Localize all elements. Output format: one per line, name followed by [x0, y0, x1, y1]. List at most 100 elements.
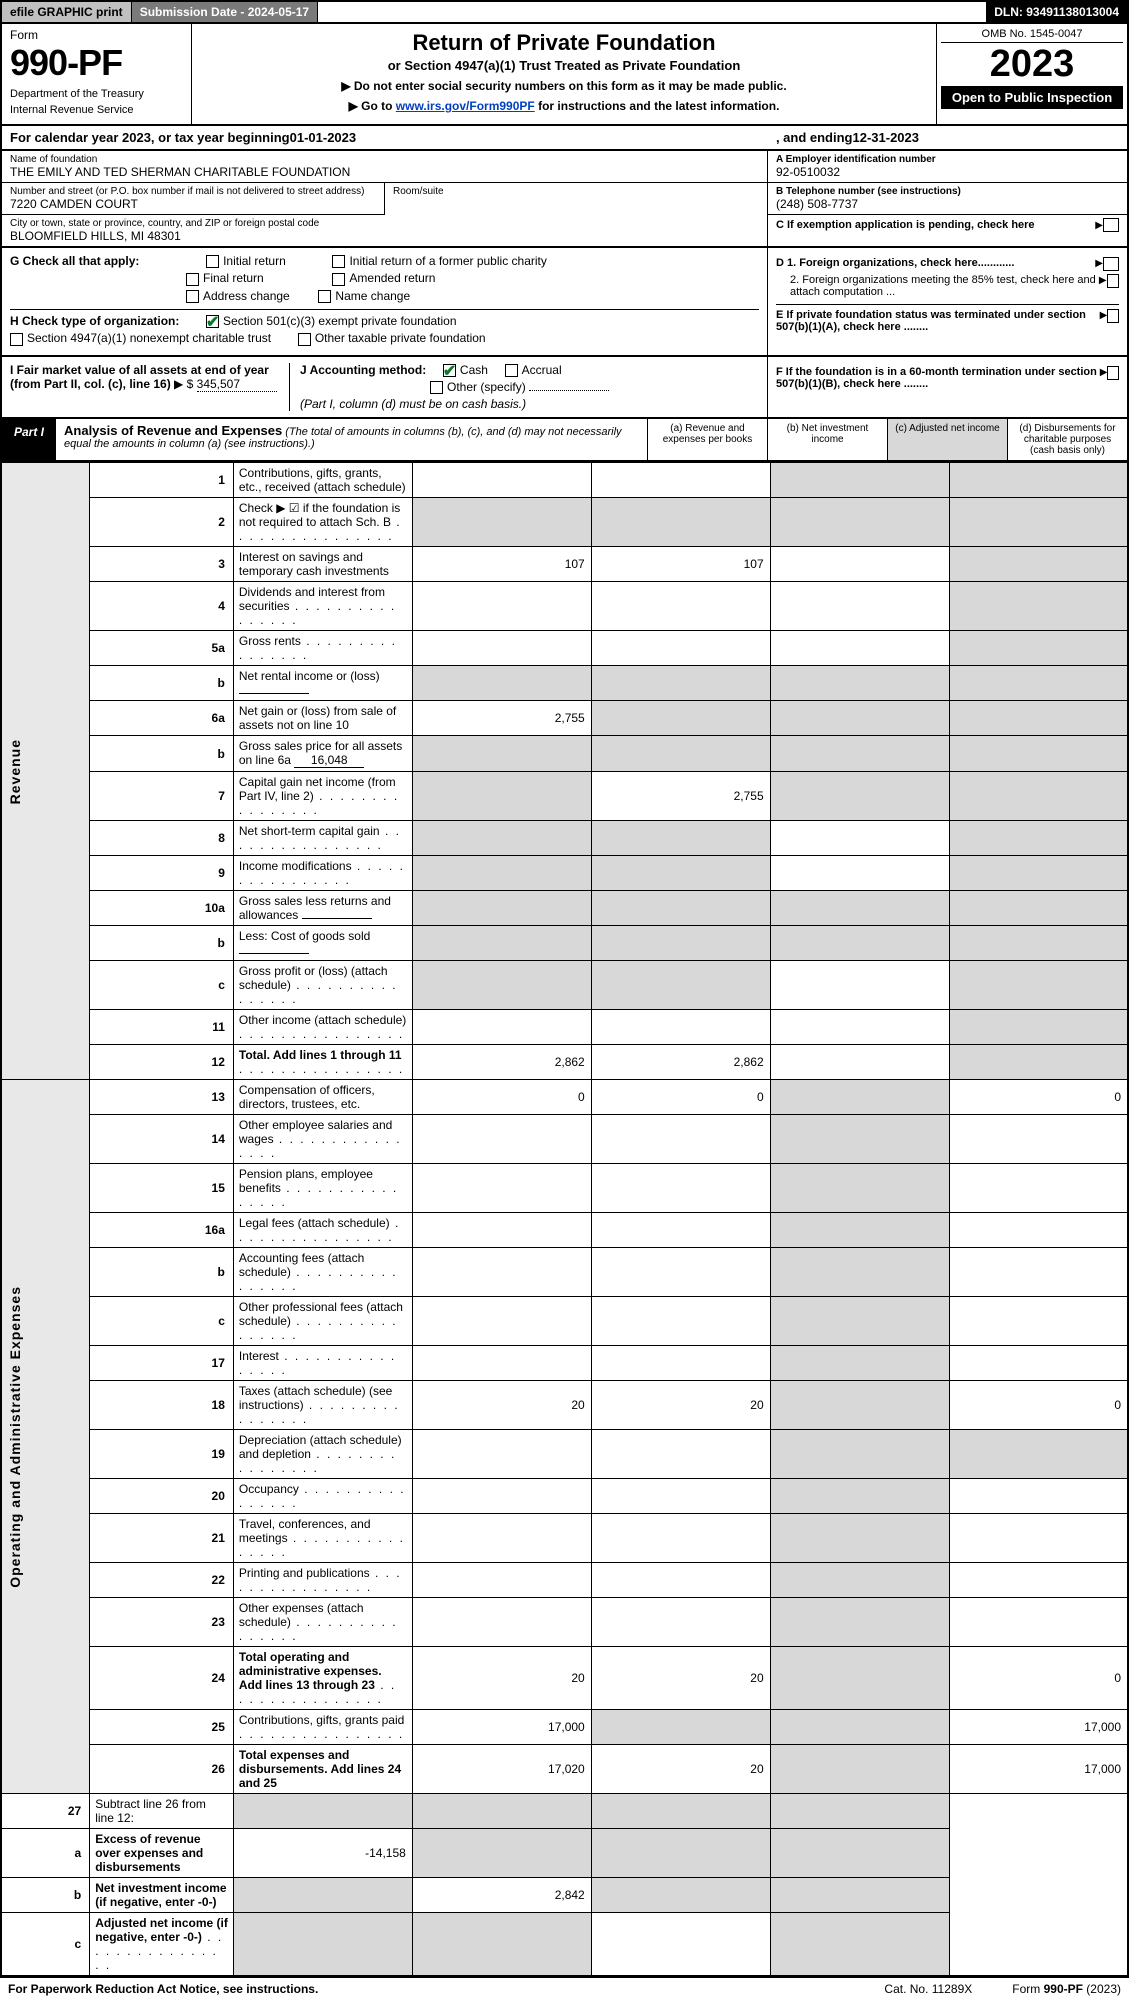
- table-cell: [770, 772, 949, 821]
- e-checkbox[interactable]: [1107, 309, 1119, 323]
- line-number: 25: [90, 1710, 234, 1745]
- line-number: b: [90, 1248, 234, 1297]
- footer-right: Form 990-PF (2023): [1012, 1982, 1121, 1996]
- inline-value: [239, 693, 309, 694]
- table-cell: [412, 666, 591, 701]
- cash-checkbox[interactable]: [443, 364, 456, 377]
- table-cell: [591, 1213, 770, 1248]
- address-cell: Number and street (or P.O. box number if…: [2, 183, 384, 215]
- arrow-icon: [1095, 257, 1103, 271]
- other-method-label: Other (specify): [447, 380, 526, 394]
- line-number: 5a: [90, 631, 234, 666]
- form-link[interactable]: www.irs.gov/Form990PF: [396, 99, 535, 113]
- line-desc: Excess of revenue over expenses and disb…: [90, 1829, 234, 1878]
- other-method-checkbox[interactable]: [430, 381, 443, 394]
- 4947-checkbox[interactable]: [10, 333, 23, 346]
- other-taxable-checkbox[interactable]: [298, 333, 311, 346]
- table-cell: 2,842: [412, 1878, 591, 1913]
- table-cell: [949, 1598, 1128, 1647]
- city: BLOOMFIELD HILLS, MI 48301: [10, 229, 759, 243]
- table-row: 5aGross rents: [1, 631, 1128, 666]
- table-row: 22Printing and publications: [1, 1563, 1128, 1598]
- accrual-checkbox[interactable]: [505, 364, 518, 377]
- table-cell: [591, 666, 770, 701]
- c-checkbox[interactable]: [1103, 218, 1119, 232]
- table-cell: 20: [591, 1745, 770, 1794]
- table-cell: [412, 821, 591, 856]
- line-number: 26: [90, 1745, 234, 1794]
- line-number: 14: [90, 1115, 234, 1164]
- efile-label[interactable]: efile GRAPHIC print: [2, 2, 132, 22]
- cash-label: Cash: [460, 363, 488, 377]
- table-row: 21Travel, conferences, and meetings: [1, 1514, 1128, 1563]
- table-row: 12Total. Add lines 1 through 112,8622,86…: [1, 1045, 1128, 1080]
- telephone: (248) 508-7737: [776, 197, 1119, 211]
- calyear-pre: For calendar year 2023, or tax year begi…: [10, 130, 290, 145]
- table-cell: [949, 1115, 1128, 1164]
- table-cell: [770, 1010, 949, 1045]
- initial-checkbox[interactable]: [206, 255, 219, 268]
- line-desc: Subtract line 26 from line 12:: [90, 1794, 234, 1829]
- amended-checkbox[interactable]: [332, 273, 345, 286]
- col-a-head: (a) Revenue and expenses per books: [647, 419, 767, 460]
- table-cell: [949, 1430, 1128, 1479]
- line-number: 1: [90, 463, 234, 498]
- table-row: 11Other income (attach schedule): [1, 1010, 1128, 1045]
- line-desc: Gross sales less returns and allowances: [233, 891, 412, 926]
- final-checkbox[interactable]: [186, 273, 199, 286]
- info-left: Name of foundation THE EMILY AND TED SHE…: [2, 151, 767, 246]
- d2-checkbox[interactable]: [1107, 274, 1119, 288]
- table-cell: [770, 926, 949, 961]
- table-cell: [770, 891, 949, 926]
- address: 7220 CAMDEN COURT: [10, 197, 376, 211]
- line-number: 27: [1, 1794, 90, 1829]
- line-number: 4: [90, 582, 234, 631]
- table-cell: [770, 498, 949, 547]
- table-cell: [949, 498, 1128, 547]
- 501c3-checkbox[interactable]: [206, 315, 219, 328]
- table-cell: [591, 856, 770, 891]
- table-cell: [770, 1381, 949, 1430]
- f-checkbox[interactable]: [1107, 366, 1119, 380]
- table-cell: 0: [591, 1080, 770, 1115]
- table-cell: [770, 1115, 949, 1164]
- table-cell: [591, 1248, 770, 1297]
- initial-former-checkbox[interactable]: [332, 255, 345, 268]
- table-cell: [949, 1213, 1128, 1248]
- table-row: 27Subtract line 26 from line 12:: [1, 1794, 1128, 1829]
- table-cell: [949, 582, 1128, 631]
- table-row: 20Occupancy: [1, 1479, 1128, 1514]
- main-table: Revenue1Contributions, gifts, grants, et…: [0, 462, 1129, 1977]
- table-cell: [770, 1647, 949, 1710]
- table-cell: [412, 772, 591, 821]
- table-cell: 0: [949, 1080, 1128, 1115]
- table-cell: [949, 1164, 1128, 1213]
- inline-value: [302, 918, 372, 919]
- addr-change-checkbox[interactable]: [186, 290, 199, 303]
- initial-former-label: Initial return of a former public charit…: [349, 254, 546, 268]
- line-desc: Gross profit or (loss) (attach schedule): [233, 961, 412, 1010]
- table-cell: [949, 1346, 1128, 1381]
- table-cell: [770, 1878, 949, 1913]
- header-right: OMB No. 1545-0047 2023 Open to Public In…: [937, 24, 1127, 124]
- table-cell: [591, 463, 770, 498]
- line-number: 17: [90, 1346, 234, 1381]
- table-row: 10aGross sales less returns and allowanc…: [1, 891, 1128, 926]
- f-section: F If the foundation is in a 60-month ter…: [767, 357, 1127, 418]
- line-number: 23: [90, 1598, 234, 1647]
- name-change-checkbox[interactable]: [318, 290, 331, 303]
- table-cell: [949, 821, 1128, 856]
- g-label: G Check all that apply:: [10, 254, 139, 268]
- table-cell: [591, 1710, 770, 1745]
- d1-checkbox[interactable]: [1103, 257, 1119, 271]
- arrow-icon: [1100, 309, 1108, 333]
- line-desc: Income modifications: [233, 856, 412, 891]
- table-row: 26Total expenses and disbursements. Add …: [1, 1745, 1128, 1794]
- calyear-mid: , and ending: [776, 130, 853, 145]
- line-desc: Dividends and interest from securities: [233, 582, 412, 631]
- table-row: 9Income modifications: [1, 856, 1128, 891]
- form-word: Form: [10, 28, 183, 42]
- city-cell: City or town, state or province, country…: [2, 215, 767, 246]
- line-desc: Interest: [233, 1346, 412, 1381]
- line-number: 12: [90, 1045, 234, 1080]
